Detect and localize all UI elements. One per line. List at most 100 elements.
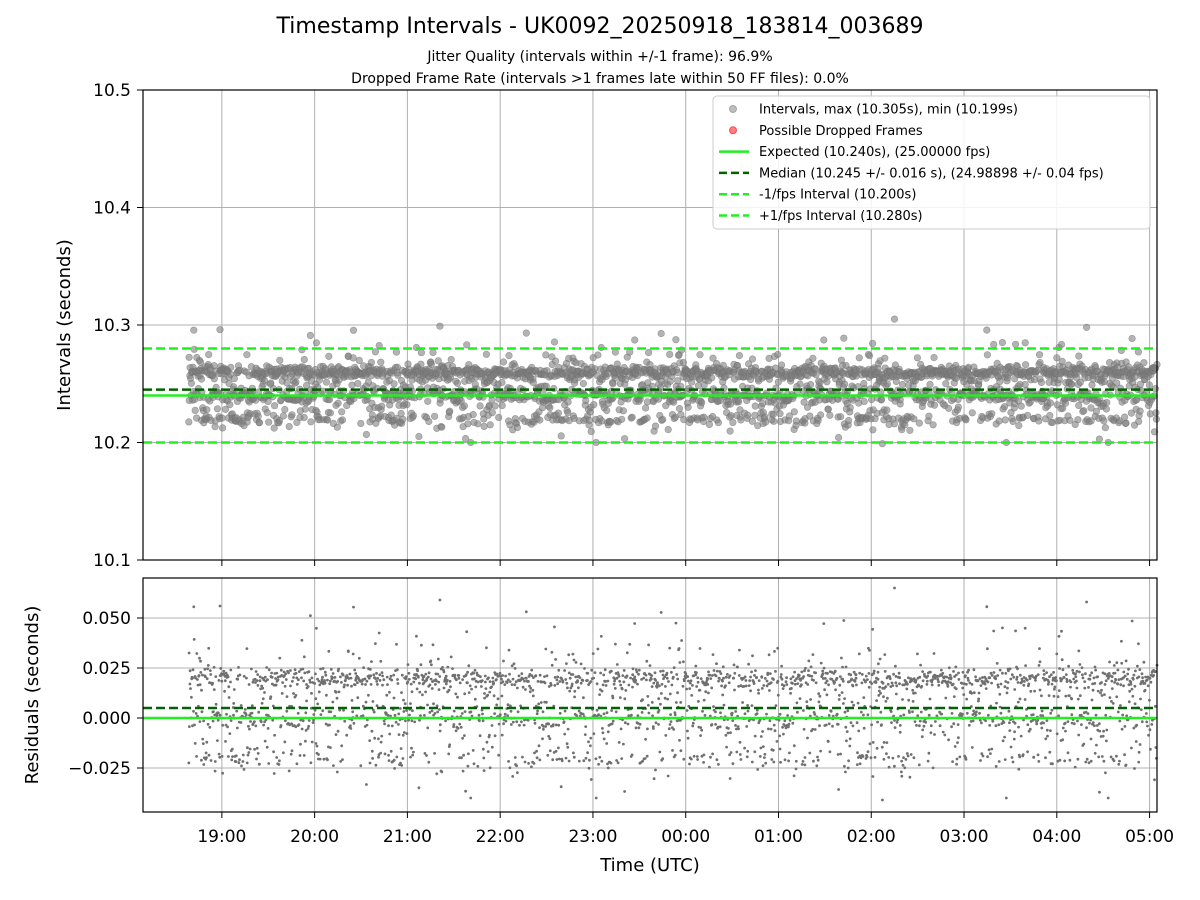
residual-point <box>300 676 303 680</box>
residual-point <box>356 681 359 685</box>
residual-point <box>572 751 575 755</box>
residual-point <box>692 754 696 758</box>
interval-point <box>513 424 522 432</box>
residual-point <box>218 755 222 759</box>
residual-point <box>278 759 281 763</box>
residual-point <box>520 672 524 676</box>
residual-point <box>326 758 329 762</box>
residual-point <box>682 660 685 664</box>
residual-point <box>239 721 243 724</box>
residual-point <box>631 685 634 689</box>
interval-point <box>626 348 634 356</box>
residual-point <box>952 722 956 726</box>
residual-point <box>480 679 484 682</box>
residual-point <box>551 723 555 726</box>
residual-point <box>453 673 457 677</box>
residual-point <box>370 749 374 753</box>
residual-point <box>833 669 837 673</box>
residual-point <box>236 677 240 681</box>
residual-point <box>306 685 310 688</box>
residual-point <box>599 634 603 638</box>
residual-point <box>637 672 640 676</box>
residual-point <box>448 743 452 747</box>
interval-point <box>651 422 660 430</box>
interval-point <box>415 432 423 441</box>
residual-point <box>761 764 765 768</box>
residual-point <box>882 695 885 699</box>
residual-point <box>851 724 855 728</box>
residual-point <box>844 770 847 774</box>
residual-point <box>929 731 933 735</box>
residual-point <box>217 679 221 682</box>
interval-point <box>840 380 849 388</box>
interval-point <box>498 379 506 387</box>
residual-point <box>745 755 749 759</box>
residual-point <box>623 721 627 725</box>
residual-point <box>509 723 513 726</box>
residual-point <box>1035 722 1039 726</box>
residual-point <box>997 723 1001 727</box>
interval-point <box>542 351 550 359</box>
residual-point <box>987 748 991 752</box>
residual-point <box>780 664 783 668</box>
interval-point <box>529 378 537 387</box>
residual-point <box>616 761 620 765</box>
residual-point <box>308 678 312 682</box>
interval-point <box>462 434 470 443</box>
residual-point <box>624 689 628 692</box>
interval-point <box>1015 422 1023 430</box>
interval-point <box>659 415 667 424</box>
residual-point <box>951 760 954 763</box>
residual-point <box>849 673 853 677</box>
residual-point <box>428 683 432 687</box>
residual-point <box>857 652 861 656</box>
residual-point <box>824 723 828 727</box>
residual-point <box>281 681 285 684</box>
residual-point <box>665 676 669 680</box>
residual-point <box>986 647 989 651</box>
interval-point <box>796 380 804 388</box>
residual-point <box>429 659 433 663</box>
residual-point <box>842 702 845 705</box>
residual-point <box>441 666 444 669</box>
interval-point <box>594 351 602 359</box>
residual-point <box>536 709 539 713</box>
residual-point <box>352 605 355 609</box>
residual-point <box>389 749 393 753</box>
residual-point <box>960 712 964 716</box>
residual-point <box>686 736 690 740</box>
residual-point <box>296 711 300 715</box>
residual-point <box>434 683 437 686</box>
residual-point <box>844 665 848 669</box>
residual-point <box>606 766 610 770</box>
residual-point <box>600 689 604 693</box>
interval-point <box>255 419 264 427</box>
residual-point <box>719 672 723 675</box>
residual-point <box>386 683 389 686</box>
residual-point <box>998 692 1002 696</box>
residual-point <box>294 694 298 697</box>
residual-point <box>782 732 785 736</box>
interval-point <box>590 401 598 409</box>
residual-point <box>846 709 850 713</box>
residual-point <box>415 634 418 638</box>
residual-point <box>198 656 201 660</box>
residual-point <box>556 675 560 679</box>
residual-point <box>563 669 566 672</box>
residual-point <box>774 704 778 707</box>
residual-point <box>957 678 961 681</box>
residual-point <box>744 679 748 682</box>
residual-point <box>537 702 541 706</box>
residual-point <box>934 720 937 723</box>
residual-point <box>260 701 264 705</box>
residual-point <box>992 629 996 633</box>
residual-point <box>971 719 975 723</box>
interval-point <box>349 326 358 334</box>
interval-point <box>883 380 892 388</box>
interval-point <box>425 417 433 426</box>
residual-point <box>400 673 404 677</box>
residual-point <box>505 681 509 684</box>
interval-point <box>191 406 199 415</box>
residual-point <box>232 713 235 717</box>
